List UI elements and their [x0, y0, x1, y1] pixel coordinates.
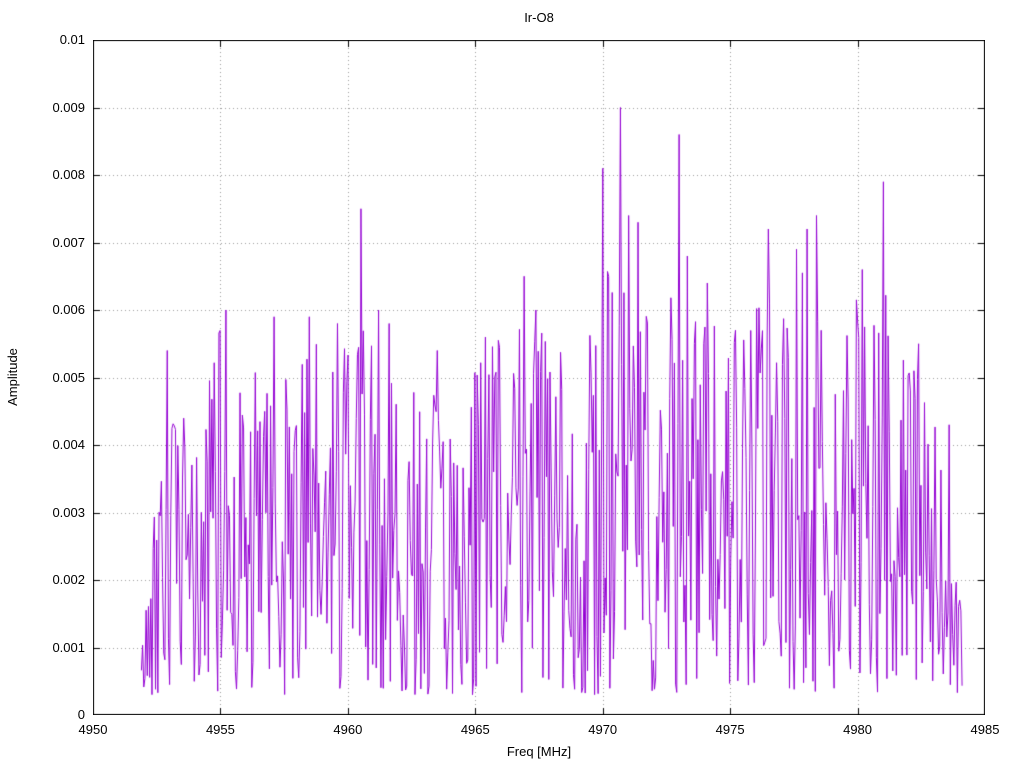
x-axis-label: Freq [MHz]	[506, 744, 572, 759]
y-tick-label: 0.006	[52, 302, 85, 317]
y-tick-label: 0.008	[52, 167, 85, 182]
y-axis-label: Amplitude	[5, 348, 20, 406]
y-tick-label: 0.005	[52, 369, 85, 385]
x-tick-label: 4980	[843, 722, 873, 737]
y-tick-label: 0	[77, 707, 85, 722]
y-tick-label: 0.01	[59, 32, 85, 47]
y-tick-label: 0.009	[52, 99, 85, 115]
y-tick-label: 0.001	[52, 639, 85, 655]
x-tick-label: 4950	[78, 722, 108, 737]
plot-area	[93, 40, 985, 715]
x-tick-label: 4970	[588, 722, 618, 737]
y-tick-label: 0.004	[52, 437, 85, 452]
y-tick-label: 0.002	[52, 572, 85, 587]
x-tick-label: 4985	[970, 722, 1000, 737]
y-tick-label: 0.003	[52, 504, 85, 520]
x-tick-label: 4955	[205, 722, 235, 737]
x-tick-label: 4960	[333, 722, 363, 737]
x-tick-label: 4975	[715, 722, 745, 737]
y-tick-label: 0.007	[52, 234, 85, 250]
chart-title: Ir-O8	[524, 10, 554, 25]
x-tick-label: 4965	[460, 722, 490, 737]
